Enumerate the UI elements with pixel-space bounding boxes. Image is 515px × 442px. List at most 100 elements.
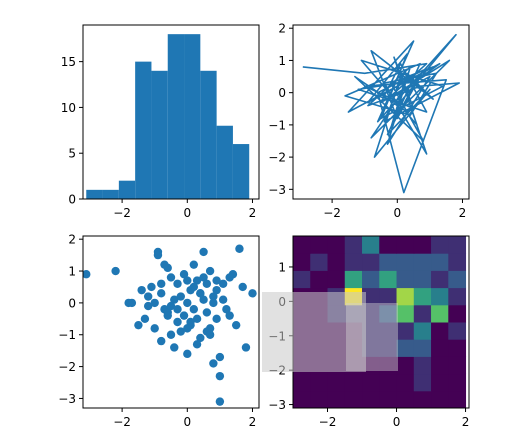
heatmap-cell xyxy=(413,390,432,408)
heatmap-cell xyxy=(448,253,467,271)
scatter-point xyxy=(140,314,150,324)
heatmap-cell xyxy=(362,373,380,392)
scatter-point xyxy=(235,244,244,253)
heatmap-cell xyxy=(327,373,346,392)
x-tick-label: −2 xyxy=(113,415,131,429)
y-tick-label: −2 xyxy=(268,151,286,165)
scatter-point xyxy=(150,298,159,308)
heatmap-cell xyxy=(293,390,311,408)
scatter-point xyxy=(215,352,225,362)
histogram-bar xyxy=(232,144,250,199)
scatter-point xyxy=(238,282,247,292)
heatmap-cell xyxy=(293,270,311,289)
scatter-point xyxy=(183,276,192,285)
scatter-point xyxy=(153,250,163,260)
scatter-point xyxy=(202,308,212,317)
scatter-point xyxy=(248,289,257,298)
scatter-point xyxy=(215,397,225,406)
heatmap-cell xyxy=(413,322,432,340)
scatter-point xyxy=(202,279,212,288)
heatmap-cell xyxy=(310,253,329,271)
x-tick-label: −2 xyxy=(319,415,337,429)
scatter-point xyxy=(183,324,192,333)
scatter-point xyxy=(222,305,231,314)
scatter-point xyxy=(199,273,208,282)
heatmap-cell xyxy=(396,236,415,254)
scatter-point xyxy=(157,279,166,288)
heatmap-cell xyxy=(413,339,432,357)
x-tick-label: 0 xyxy=(183,415,191,429)
heatmap-cell xyxy=(431,356,449,375)
heatmap-cell xyxy=(448,236,467,254)
x-tick-label: 0 xyxy=(393,415,401,429)
x-tick-label: 2 xyxy=(249,415,257,429)
heatmap-cell xyxy=(362,356,380,375)
y-tick-label: 0 xyxy=(278,86,286,100)
axes-frame xyxy=(292,24,470,200)
heatmap-cell xyxy=(362,390,380,408)
histogram-bar xyxy=(200,70,217,199)
scatter-point xyxy=(209,359,218,368)
heatmap-cell xyxy=(431,236,449,254)
scatter-point xyxy=(189,305,199,314)
scatter-point xyxy=(189,282,199,292)
heatmap-cell xyxy=(413,304,432,323)
y-tick-label: 10 xyxy=(61,101,76,115)
heatmap-cell xyxy=(379,304,398,323)
scatter-point xyxy=(186,317,195,327)
scatter-point xyxy=(176,327,185,336)
plot-area xyxy=(86,34,250,199)
heatmap-cell xyxy=(362,253,380,271)
y-tick-label: −2 xyxy=(58,360,76,374)
scatter-point xyxy=(157,289,166,298)
histogram-bar xyxy=(135,61,152,199)
heatmap-cell xyxy=(431,270,449,289)
heatmap-cell xyxy=(379,270,398,289)
x-tick-label: 2 xyxy=(459,206,467,220)
heatmap-cell xyxy=(327,236,346,254)
heatmap-cell xyxy=(362,304,380,323)
scatter-point xyxy=(179,311,189,320)
scatter-point xyxy=(205,330,215,339)
heatmap-cell xyxy=(448,304,467,323)
heatmap-cell xyxy=(379,236,398,254)
histogram-panel: −2 0 2 0 5 10 15 xyxy=(61,24,260,220)
heatmap-cell xyxy=(396,270,415,289)
scatter-point xyxy=(127,298,137,308)
scatter-point xyxy=(241,343,251,352)
scatter-point xyxy=(163,311,172,320)
y-tick-label: 0 xyxy=(68,193,76,207)
y-tick-label: 1 xyxy=(68,265,76,279)
heatmap-cell xyxy=(396,373,415,392)
heatmap-cell xyxy=(413,287,432,306)
scatter-point xyxy=(209,298,218,308)
histogram-bar xyxy=(151,70,168,199)
y-tick-label: 1 xyxy=(278,260,286,274)
scatter-point xyxy=(166,273,176,282)
heatmap-cell xyxy=(396,390,415,408)
heatmap-cell xyxy=(413,270,432,289)
scatter-point xyxy=(111,266,120,276)
heatmap-cell xyxy=(396,339,415,357)
heatmap-cell xyxy=(327,253,346,271)
x-tick-label: 0 xyxy=(393,206,401,220)
scatter-point xyxy=(215,371,225,381)
heatmap-cell xyxy=(379,356,398,375)
heatmap-cell xyxy=(379,373,398,392)
y-tick-label: −3 xyxy=(58,392,76,406)
heatmap-cell xyxy=(379,253,398,271)
scatter-point xyxy=(199,247,208,257)
scatter-point xyxy=(173,305,182,314)
scatter-point xyxy=(212,314,221,324)
heatmap-cell xyxy=(396,322,415,340)
scatter-point xyxy=(225,311,234,320)
heatmap-cell xyxy=(396,253,415,271)
x-tick-label: 2 xyxy=(462,415,470,429)
heatmap-cell xyxy=(431,304,449,323)
heatmap-cell xyxy=(413,356,432,375)
scatter-point xyxy=(143,292,153,301)
y-tick-label: 2 xyxy=(278,22,286,36)
heatmap-cell xyxy=(344,390,363,408)
heatmap-cell xyxy=(344,253,363,271)
heatmap-cell xyxy=(293,373,311,392)
